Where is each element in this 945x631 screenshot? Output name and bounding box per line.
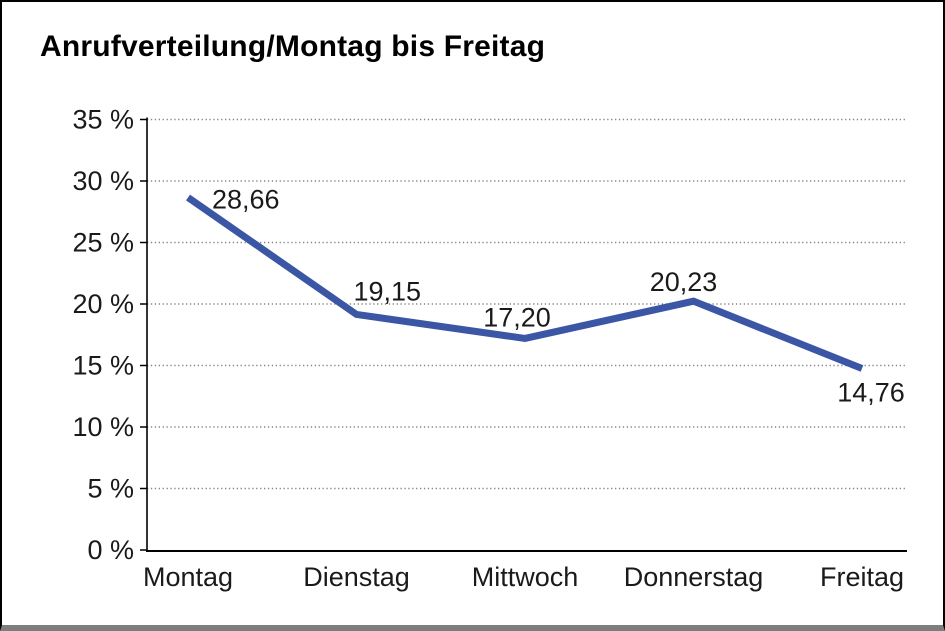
y-axis-tick-label: 10 % [72,412,134,442]
y-axis-tick-label: 20 % [72,289,134,319]
y-axis-tick-label: 0 % [87,535,134,565]
y-axis-tick-label: 5 % [87,474,134,504]
y-axis-tick-label: 25 % [72,228,134,258]
x-axis-label: Donnerstag [624,562,764,592]
y-axis-tick-label: 35 % [72,105,134,135]
x-axis-label: Montag [143,562,233,592]
x-axis-label: Mittwoch [472,562,579,592]
data-label: 28,66 [212,184,280,214]
data-label: 20,23 [650,267,718,297]
series-line [186,194,864,372]
chart-title: Anrufverteilung/Montag bis Freitag [40,30,546,63]
x-axis-label: Dienstag [303,562,410,592]
y-axis-tick-label: 30 % [72,166,134,196]
x-axis-label: Freitag [820,562,904,592]
data-label: 19,15 [354,276,422,306]
data-label: 17,20 [483,302,551,332]
data-label: 14,76 [837,377,905,407]
y-axis-tick-label: 15 % [72,351,134,381]
